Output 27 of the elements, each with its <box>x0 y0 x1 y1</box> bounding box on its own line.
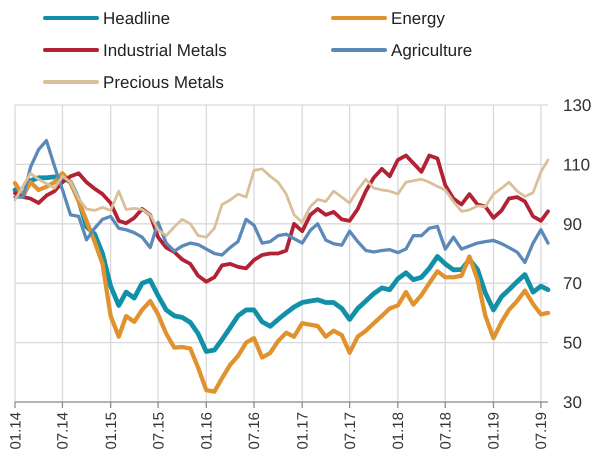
x-tick-label: 07.16 <box>246 412 264 450</box>
y-tick-label: 110 <box>563 155 590 174</box>
y-tick-label: 130 <box>563 96 592 115</box>
y-tick-label: 70 <box>563 274 582 294</box>
x-tick-label: 01.19 <box>486 412 503 450</box>
legend-label: Energy <box>391 8 446 28</box>
x-tick-label: 01.15 <box>102 412 120 450</box>
x-tick-label: 07.15 <box>150 412 168 450</box>
x-tick-label: 01.14 <box>7 412 24 450</box>
y-tick-label: 30 <box>563 392 582 412</box>
x-tick-label: 07.14 <box>54 412 72 450</box>
y-tick-label: 50 <box>563 334 582 353</box>
legend-label: Industrial Metals <box>103 40 227 60</box>
line-series <box>12 171 550 394</box>
line-series <box>14 158 550 239</box>
line-series <box>13 154 550 284</box>
line-series <box>13 138 550 264</box>
x-tick-label: 01.16 <box>198 412 216 450</box>
x-tick-label: 01.17 <box>294 412 312 450</box>
legend-label: Headline <box>103 8 170 28</box>
x-tick-label: 07.19 <box>533 412 550 450</box>
x-tick-label: 07.17 <box>342 412 359 450</box>
legend-label: Agriculture <box>391 40 472 60</box>
y-tick-label: 90 <box>563 214 582 234</box>
legend-label: Precious Metals <box>103 72 224 92</box>
x-tick-label: 07.18 <box>438 412 455 450</box>
x-tick-label: 01.18 <box>390 412 408 450</box>
